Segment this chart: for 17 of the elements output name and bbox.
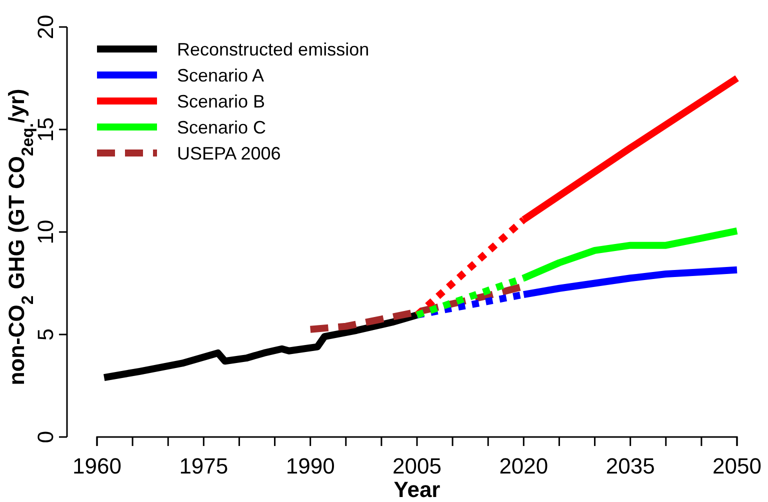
y-tick-label: 5	[33, 328, 58, 341]
x-tick-label: 2035	[606, 454, 655, 479]
legend-label: Scenario A	[177, 65, 264, 86]
legend-label: USEPA 2006	[177, 143, 281, 164]
y-tick-label: 10	[33, 220, 58, 244]
legend-label: Scenario B	[177, 91, 266, 112]
x-axis-title: Year	[394, 477, 441, 502]
x-tick-label: 1990	[286, 454, 335, 479]
x-tick-label: 2005	[392, 454, 442, 479]
y-tick-label: 20	[33, 14, 58, 40]
legend-label: Scenario C	[177, 117, 266, 138]
y-tick-label: 0	[33, 430, 58, 444]
x-tick-label: 1975	[179, 454, 228, 479]
x-tick-label: 2020	[499, 454, 548, 479]
legend-label: Reconstructed emission	[177, 39, 370, 60]
x-tick-label: 1960	[72, 454, 122, 479]
x-tick-label: 2050	[712, 454, 762, 479]
